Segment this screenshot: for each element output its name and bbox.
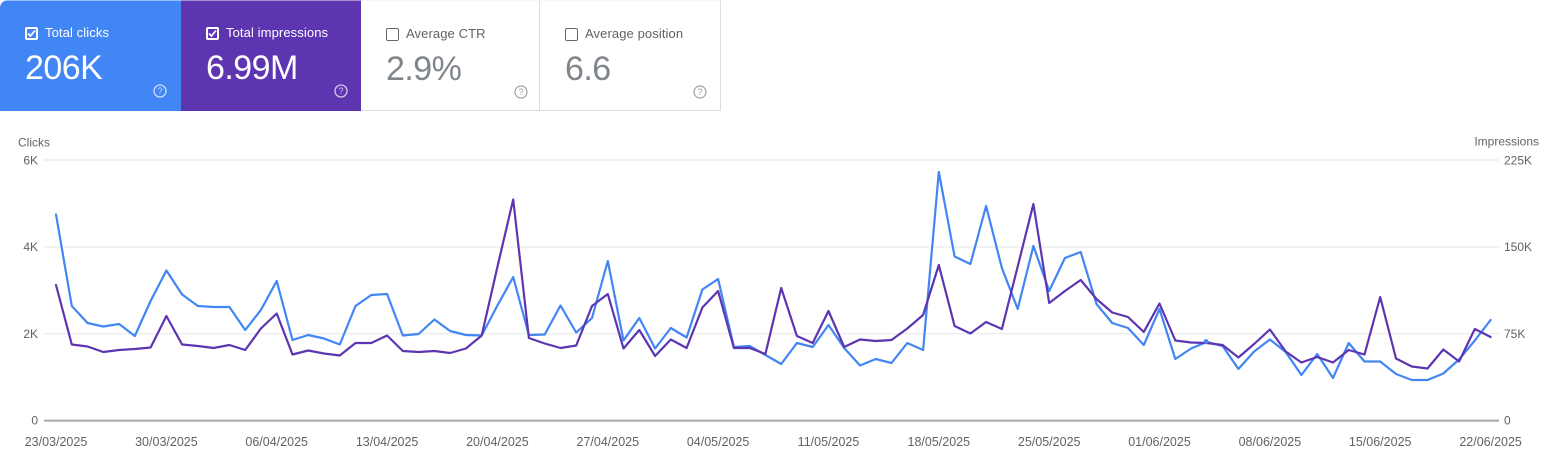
svg-text:18/05/2025: 18/05/2025 (908, 435, 971, 449)
svg-text:30/03/2025: 30/03/2025 (135, 435, 198, 449)
svg-text:08/06/2025: 08/06/2025 (1239, 435, 1302, 449)
svg-text:Impressions: Impressions (1474, 135, 1539, 149)
svg-text:?: ? (518, 87, 523, 97)
svg-text:75K: 75K (1504, 327, 1525, 341)
svg-text:Clicks: Clicks (18, 136, 50, 150)
svg-text:22/06/2025: 22/06/2025 (1459, 435, 1522, 449)
svg-text:13/04/2025: 13/04/2025 (356, 435, 419, 449)
svg-text:225K: 225K (1504, 153, 1532, 167)
svg-text:25/05/2025: 25/05/2025 (1018, 435, 1081, 449)
svg-text:0: 0 (31, 414, 38, 428)
svg-text:150K: 150K (1504, 240, 1532, 254)
svg-text:2K: 2K (23, 327, 38, 341)
svg-text:11/05/2025: 11/05/2025 (798, 435, 860, 449)
svg-text:6K: 6K (23, 153, 38, 167)
svg-text:20/04/2025: 20/04/2025 (466, 435, 529, 449)
svg-text:4K: 4K (23, 240, 38, 254)
svg-text:?: ? (157, 86, 162, 96)
svg-text:27/04/2025: 27/04/2025 (577, 435, 640, 449)
svg-text:23/03/2025: 23/03/2025 (25, 435, 88, 449)
svg-text:01/06/2025: 01/06/2025 (1128, 435, 1191, 449)
svg-text:04/05/2025: 04/05/2025 (687, 435, 750, 449)
svg-text:15/06/2025: 15/06/2025 (1349, 435, 1412, 449)
svg-text:06/04/2025: 06/04/2025 (245, 435, 308, 449)
svg-text:?: ? (697, 87, 702, 97)
svg-text:0: 0 (1504, 414, 1511, 428)
svg-text:?: ? (338, 86, 343, 96)
